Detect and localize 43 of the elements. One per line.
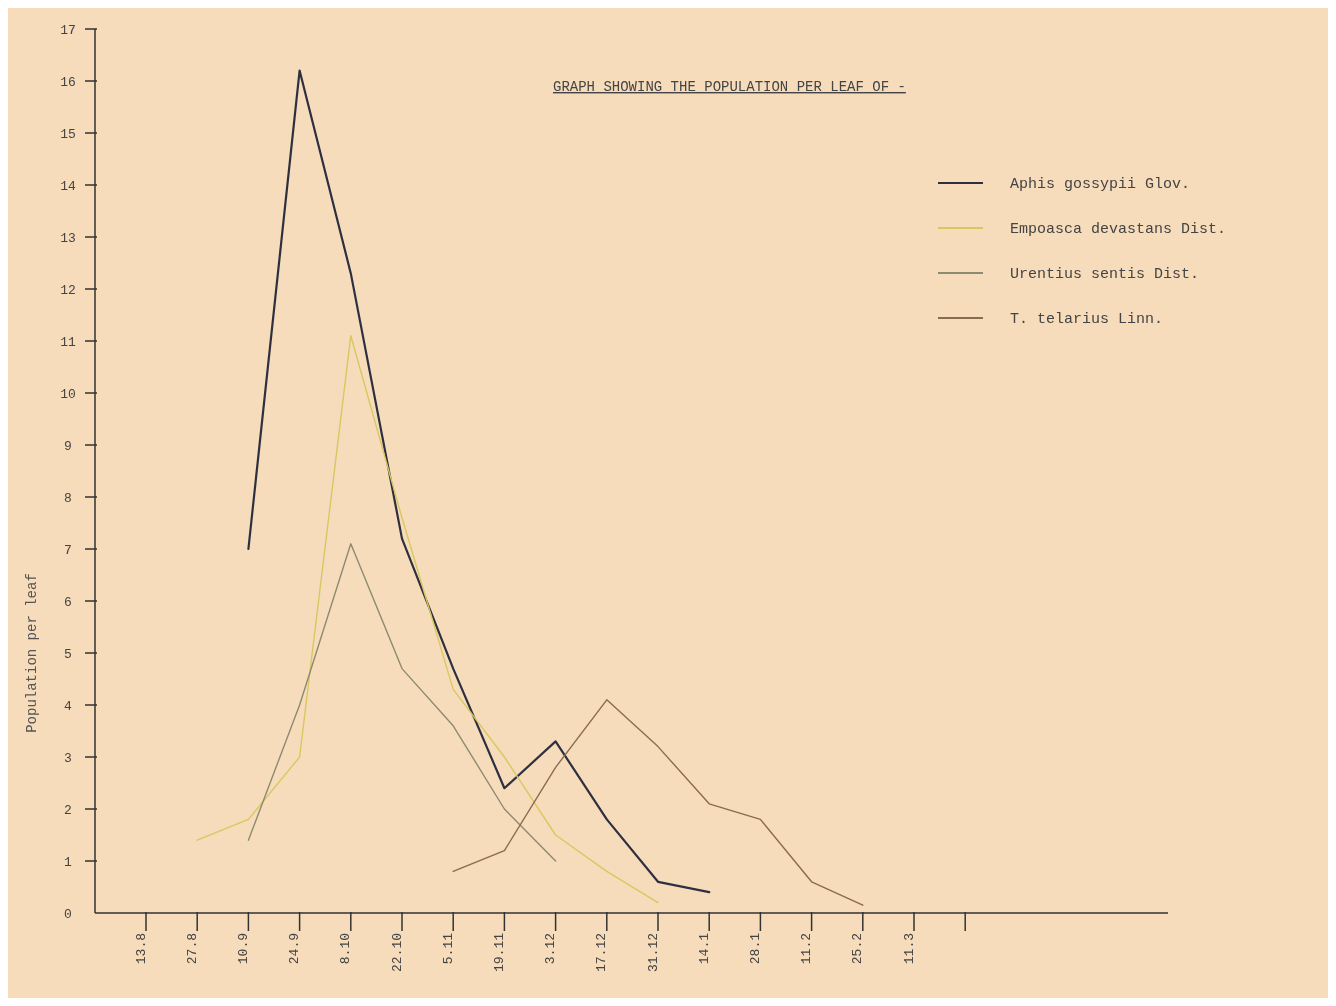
y-tick-label: 7 xyxy=(64,542,72,558)
x-tick-label: 24.9 xyxy=(287,933,303,965)
x-tick-label: 28.1 xyxy=(747,932,763,965)
y-tick-label: 0 xyxy=(64,906,72,922)
y-tick-label: 6 xyxy=(64,594,72,610)
x-tick-label: 3.12 xyxy=(543,933,559,965)
x-tick-label: 11.2 xyxy=(799,933,815,965)
y-tick-label: 4 xyxy=(64,698,73,714)
legend-label: Aphis gossypii Glov. xyxy=(1010,176,1191,194)
x-tick-label: 10.9 xyxy=(235,933,251,965)
y-tick-label: 15 xyxy=(60,126,76,142)
x-tick-label: 22.10 xyxy=(389,933,405,973)
y-tick-label: 16 xyxy=(60,74,76,90)
x-tick-label: 19.11 xyxy=(491,932,507,973)
x-tick-label: 25.2 xyxy=(850,933,866,965)
x-tick-label: 27.8 xyxy=(184,933,200,965)
y-tick-label: 5 xyxy=(64,646,72,662)
legend-label: Empoasca devastans Dist. xyxy=(1010,221,1227,239)
y-tick-label: 8 xyxy=(64,490,72,506)
text: GRAPH SHOWING THE POPULATION PER LEAF OF - xyxy=(553,79,906,95)
x-tick-label: 31.12 xyxy=(645,933,661,973)
x-tick-label: 14.1 xyxy=(696,932,712,965)
line-series xyxy=(196,335,659,904)
y-tick-label: 17 xyxy=(60,22,76,38)
x-tick-label: 17.12 xyxy=(594,933,610,973)
y-tick-label: 13 xyxy=(60,230,76,246)
legend-label: T. telarius Linn. xyxy=(1010,311,1164,329)
y-tick-label: 10 xyxy=(60,386,76,402)
x-tick-label: 13.8 xyxy=(133,933,149,965)
y-tick-label: 1 xyxy=(64,854,73,870)
x-tick-label: 11.3 xyxy=(901,933,917,965)
y-axis-title: Population per leaf xyxy=(24,573,40,733)
y-tick-label: 9 xyxy=(64,438,72,454)
x-tick-label: 8.10 xyxy=(338,933,354,965)
legend-label: Urentius sentis Dist. xyxy=(1010,266,1200,284)
x-tick-label: 5.11 xyxy=(440,932,456,965)
y-tick-label: 11 xyxy=(60,334,76,350)
y-tick-label: 12 xyxy=(60,282,76,298)
y-tick-label: 2 xyxy=(64,802,72,818)
line-series xyxy=(452,699,864,906)
y-tick-label: 14 xyxy=(60,178,76,194)
y-tick-label: 3 xyxy=(64,750,72,766)
line-series xyxy=(247,543,557,862)
